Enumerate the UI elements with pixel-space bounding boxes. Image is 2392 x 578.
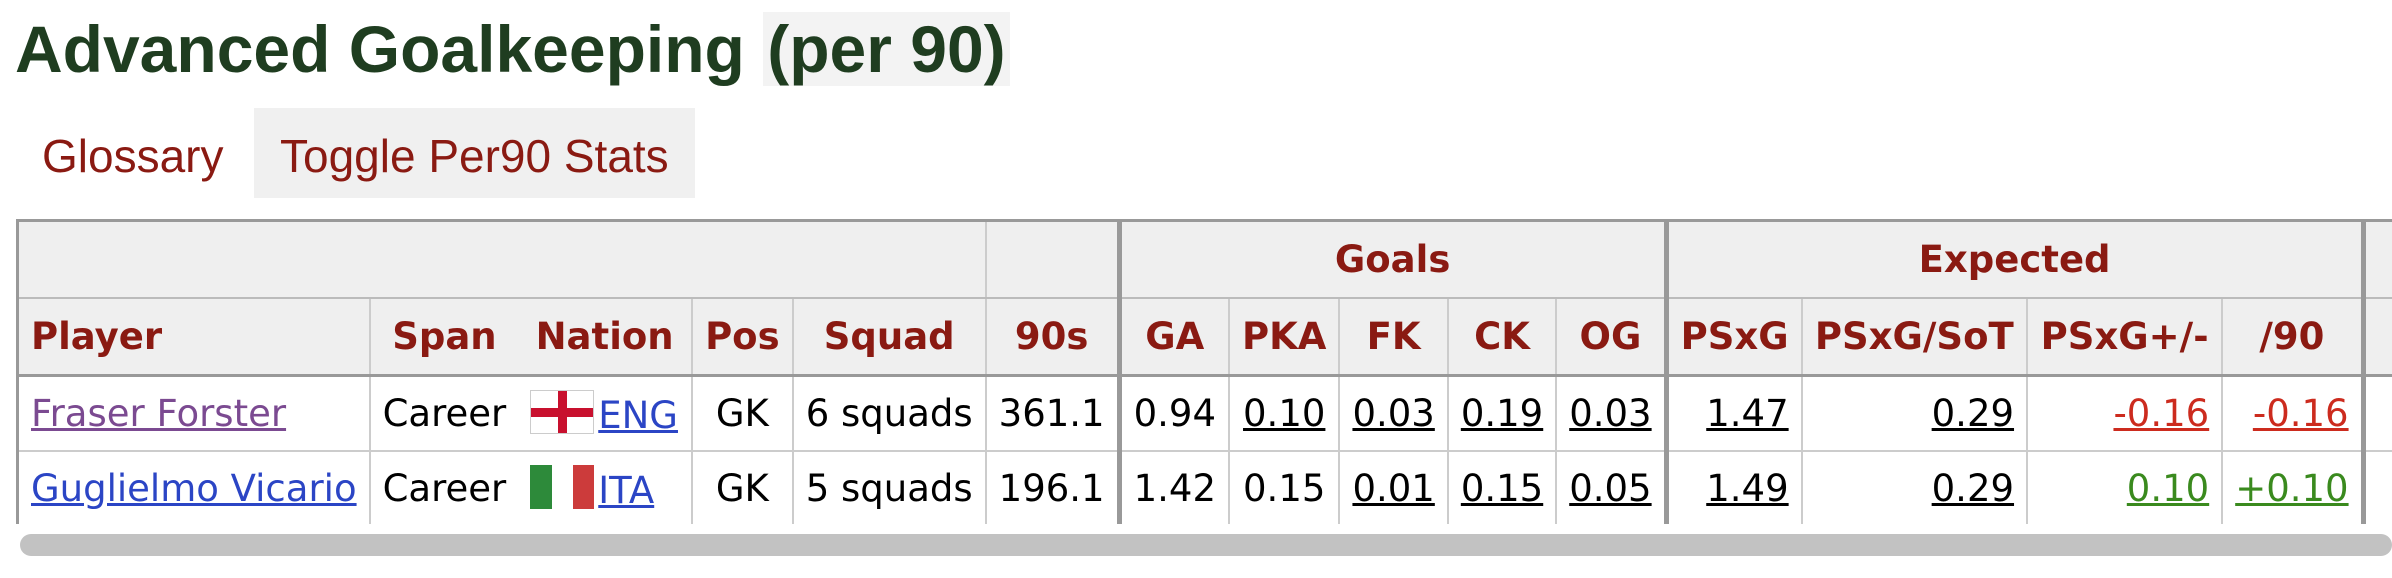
advanced-goalkeeping-table: Goals Expected Player Span Nation Pos Sq… (16, 219, 2392, 524)
col-header-per90[interactable]: /90 (2221, 298, 2364, 377)
col-header-ck[interactable]: CK (1446, 298, 1557, 377)
psxg-link[interactable]: 1.47 (1706, 392, 1789, 435)
title-main: Advanced Goalkeeping (15, 12, 745, 86)
col-header-squad[interactable]: Squad (791, 298, 986, 377)
overflow-cell (2360, 375, 2392, 452)
fk-link[interactable]: 0.01 (1352, 467, 1435, 510)
england-flag-icon (530, 390, 595, 434)
per90-link[interactable]: -0.16 (2252, 392, 2349, 435)
overflow-cell (2360, 451, 2392, 524)
column-header-row: Player Span Nation Pos Squad 90s GA PKA … (16, 298, 2392, 377)
ga-cell: 0.94 (1116, 375, 1229, 452)
ga-cell: 1.42 (1116, 451, 1229, 524)
col-header-90s[interactable]: 90s (984, 298, 1120, 377)
span-cell: Career (368, 451, 519, 524)
psxg-plus-minus-link[interactable]: -0.16 (2113, 392, 2210, 435)
ck-link[interactable]: 0.15 (1460, 467, 1544, 510)
nineties-cell: 361.1 (984, 375, 1120, 452)
psxg-plus-minus-link[interactable]: 0.10 (2126, 467, 2210, 510)
nation-link[interactable]: ENG (598, 394, 678, 437)
group-header-expected: Expected (1663, 219, 2364, 299)
group-header-row: Goals Expected (16, 219, 2392, 299)
group-header-overflow (2360, 219, 2392, 299)
italy-flag-icon (530, 465, 595, 509)
toggle-per90-button[interactable]: Toggle Per90 Stats (254, 108, 695, 198)
pos-cell: GK (690, 375, 793, 452)
col-header-pos[interactable]: Pos (690, 298, 793, 377)
pka-cell: 0.15 (1227, 451, 1340, 524)
squad-cell: 6 squads (791, 375, 986, 452)
player-link[interactable]: Guglielmo Vicario (31, 467, 357, 510)
fk-link[interactable]: 0.03 (1352, 392, 1435, 435)
col-header-psxg-sot[interactable]: PSxG/SoT (1800, 298, 2028, 377)
col-header-fk[interactable]: FK (1338, 298, 1448, 377)
col-header-span[interactable]: Span (368, 298, 519, 377)
nation-cell: ENG (518, 375, 692, 452)
pka-link[interactable]: 0.10 (1243, 392, 1326, 435)
psxg-sot-link[interactable]: 0.29 (1931, 467, 2015, 510)
player-link[interactable]: Fraser Forster (31, 392, 287, 435)
stats-table-container: Goals Expected Player Span Nation Pos Sq… (16, 219, 2392, 524)
col-header-og[interactable]: OG (1555, 298, 1667, 377)
table-row: Fraser Forster Career ENG GK 6 squads 36… (16, 375, 2392, 452)
group-header-goals: Goals (1116, 219, 1667, 299)
title-per90-suffix: (per 90) (763, 12, 1010, 86)
col-header-ga[interactable]: GA (1116, 298, 1229, 377)
group-header-blank-90s (984, 219, 1120, 299)
squad-cell: 5 squads (791, 451, 986, 524)
horizontal-scrollbar[interactable] (20, 534, 2392, 556)
col-header-player[interactable]: Player (16, 298, 370, 377)
ck-link[interactable]: 0.19 (1460, 392, 1544, 435)
og-link[interactable]: 0.03 (1569, 392, 1652, 435)
per90-link[interactable]: +0.10 (2235, 467, 2349, 510)
nation-cell: ITA (518, 451, 692, 524)
table-row: Guglielmo Vicario Career ITA GK 5 squads… (16, 451, 2392, 524)
page-title: Advanced Goalkeeping (per 90) (15, 6, 1010, 86)
col-header-pka[interactable]: PKA (1227, 298, 1340, 377)
col-header-psxg-plus-minus[interactable]: PSxG+/- (2026, 298, 2223, 377)
psxg-sot-link[interactable]: 0.29 (1931, 392, 2015, 435)
col-header-psxg[interactable]: PSxG (1663, 298, 1802, 377)
og-link[interactable]: 0.05 (1569, 467, 1652, 510)
psxg-link[interactable]: 1.49 (1706, 467, 1789, 510)
col-header-overflow (2360, 298, 2392, 377)
col-header-nation[interactable]: Nation (518, 298, 692, 377)
glossary-tab[interactable]: Glossary (42, 130, 224, 182)
group-header-blank (16, 219, 986, 299)
nation-link[interactable]: ITA (598, 469, 655, 512)
nineties-cell: 196.1 (984, 451, 1120, 524)
pos-cell: GK (690, 451, 793, 524)
span-cell: Career (368, 375, 519, 452)
